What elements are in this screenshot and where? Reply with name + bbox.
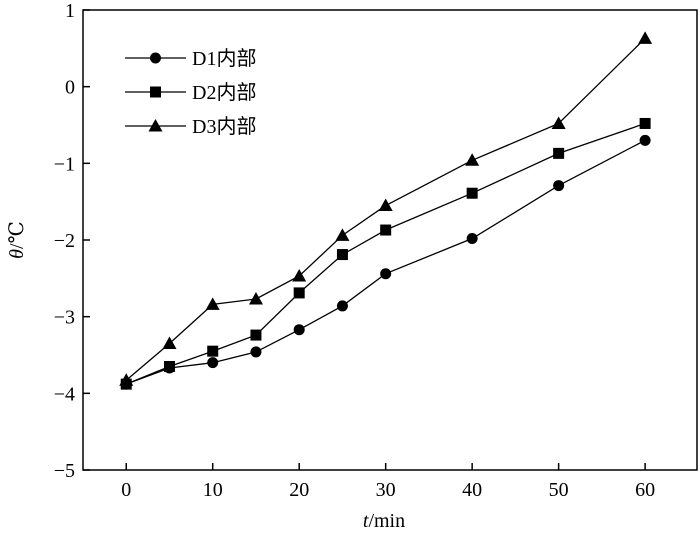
series-1-point: [336, 300, 348, 312]
legend-marker: [150, 52, 161, 64]
x-axis-unit: /min: [368, 510, 405, 532]
series-2-point: [380, 224, 392, 236]
series-3-point: [248, 292, 263, 305]
legend-label: D2内部: [192, 81, 256, 104]
legend: D1内部 D2内部 D3内部: [125, 47, 256, 138]
y-tick-label: −1: [54, 153, 75, 175]
series-2-point: [250, 329, 262, 341]
x-tick-label: 0: [121, 479, 131, 501]
series-1-point: [293, 324, 305, 336]
y-tick-label: 1: [65, 0, 75, 22]
series-1-point: [207, 357, 219, 369]
series-3-point: [335, 228, 350, 241]
series-2-line: [125, 122, 646, 385]
x-tick-label: 50: [549, 479, 569, 501]
legend-item-1: D1内部: [125, 47, 256, 70]
series-3-point: [465, 153, 480, 166]
y-axis-unit: /℃: [6, 221, 28, 249]
x-tick-label: 10: [203, 479, 223, 501]
series-2-point: [163, 361, 175, 372]
legend-marker: [150, 86, 161, 98]
y-tick-label: 0: [65, 77, 75, 99]
x-tick-label: 30: [376, 479, 396, 501]
series-1-point: [639, 134, 651, 146]
series-1: [120, 134, 651, 390]
series-3: [119, 31, 653, 386]
series-1-point: [553, 180, 565, 192]
series-3-line: [125, 37, 646, 381]
y-tick-label: −4: [54, 383, 75, 405]
series-3-point: [551, 116, 566, 129]
series-1-point: [466, 232, 478, 244]
legend-label: D3内部: [192, 115, 256, 138]
series-3-point: [378, 198, 393, 211]
legend-label: D1内部: [192, 47, 256, 70]
x-axis-variable: t: [363, 510, 369, 532]
series-3-point: [119, 373, 134, 386]
y-axis: −5 −4 −3 −2 −1 0 1: [54, 0, 90, 482]
series-3-point: [638, 31, 653, 44]
series-2-point: [466, 187, 478, 199]
plot-frame: [82, 9, 698, 471]
y-axis-variable: θ: [6, 249, 28, 259]
x-axis-label: t/min: [363, 510, 405, 532]
series-1-point: [250, 346, 262, 358]
series-2: [120, 117, 651, 390]
x-axis: 0 10 20 30 40 50 60: [121, 463, 655, 501]
x-tick-label: 20: [289, 479, 309, 501]
series-3-point: [292, 269, 307, 282]
y-tick-label: −2: [54, 230, 75, 252]
x-tick-label: 40: [462, 479, 482, 501]
legend-marker: [148, 119, 163, 132]
series-3-point: [162, 336, 177, 349]
series-2-point: [336, 249, 348, 261]
y-tick-label: −5: [54, 460, 75, 482]
series-group: [119, 31, 653, 390]
y-tick-label: −3: [54, 307, 75, 329]
x-tick-label: 60: [635, 479, 655, 501]
series-2-point: [553, 147, 565, 159]
series-2-point: [207, 345, 219, 357]
series-2-point: [639, 117, 651, 129]
series-3-point: [205, 297, 220, 310]
y-axis-label: θ/℃: [6, 221, 28, 259]
series-1-line: [125, 139, 646, 385]
series-2-point: [293, 287, 305, 299]
series-1-point: [380, 268, 392, 280]
legend-item-2: D2内部: [125, 81, 256, 104]
legend-item-3: D3内部: [125, 115, 256, 138]
